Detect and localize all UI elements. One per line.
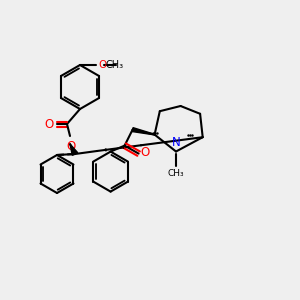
Text: N: N <box>172 136 180 149</box>
Polygon shape <box>132 128 155 135</box>
Text: O: O <box>98 60 106 70</box>
Text: O: O <box>141 146 150 159</box>
Polygon shape <box>70 144 78 155</box>
Text: CH₃: CH₃ <box>168 169 184 178</box>
Text: O: O <box>45 118 54 130</box>
Text: CH₃: CH₃ <box>106 60 124 70</box>
Text: O: O <box>66 140 76 153</box>
